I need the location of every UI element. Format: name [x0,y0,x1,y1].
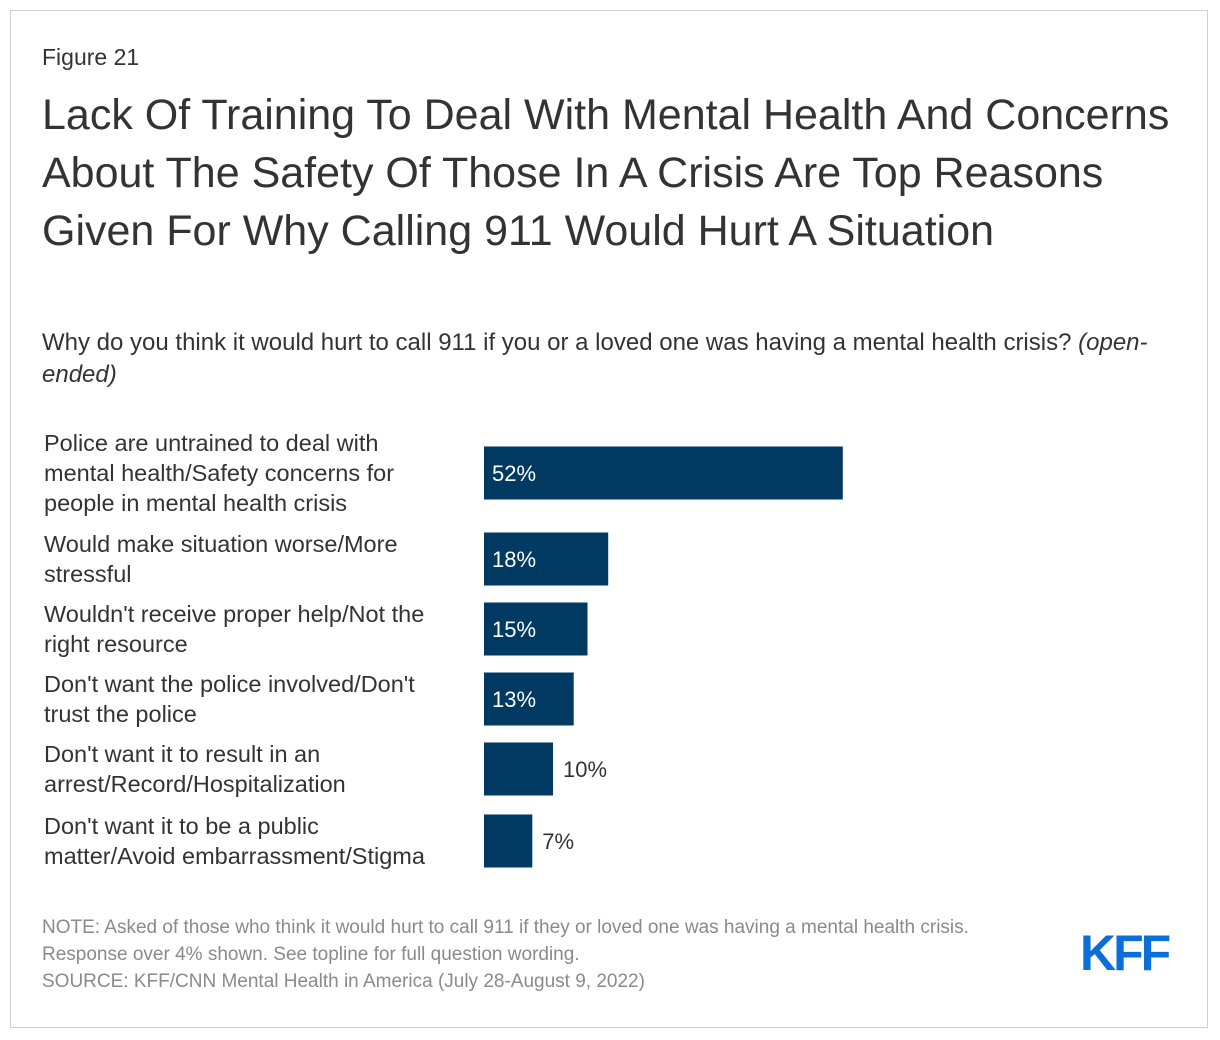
bar [484,602,588,656]
data-label: 18% [492,547,536,572]
category-label-line: arrest/Record/Hospitalization [44,771,346,797]
category-label-line: stressful [44,561,132,587]
chart-title: Lack Of Training To Deal With Mental Hea… [42,91,1170,255]
chart-subtitle: Why do you think it would hurt to call 9… [42,327,1182,391]
note-text: NOTE: Asked of those who think it would … [42,917,969,965]
category-label-line: Wouldn't receive proper help/Not the [44,601,424,627]
data-label: 10% [563,757,607,782]
category-label-line: Don't want the police involved/Don't [44,671,415,697]
kff-logo-text: KFF [1080,928,1170,974]
data-label: 7% [542,829,574,854]
category-label: Don't want it to result in an arrest/Reco… [44,741,346,797]
bar [484,814,533,868]
category-label: Don't want it to be a public matter/Avoid… [44,813,426,869]
data-label: 13% [492,687,536,712]
category-label-line: Would make situation worse/More [44,531,398,557]
chart-footnote: NOTE: Asked of those who think it would … [42,914,1022,995]
category-label-line: Don't want it to be a public [44,813,319,839]
subtitle-question: Why do you think it would hurt to call 9… [42,329,1072,356]
category-label: Don't want the police involved/Don't trus… [44,671,415,727]
category-label-line: trust the police [44,701,197,727]
category-label: Wouldn't receive proper help/Not the righ… [44,601,424,657]
figure-frame [10,10,1208,1028]
bar [484,672,574,726]
source-text: SOURCE: KFF/CNN Mental Health in America… [42,971,645,992]
category-label-line: Police are untrained to deal with [44,430,378,456]
bar [484,446,843,500]
bar [484,532,609,586]
category-label-line: Don't want it to result in an [44,741,320,767]
bar-chart: Police are untrained to deal with mental … [44,430,843,869]
data-label: 52% [492,461,536,486]
category-label-line: mental health/Safety concerns for [44,460,394,486]
category-label: Would make situation worse/More stressful [44,531,398,587]
category-label-line: people in mental health crisis [44,490,347,516]
bar [484,742,553,796]
category-label: Police are untrained to deal with mental … [44,430,394,516]
category-label-line: right resource [44,631,188,657]
kff-logo: KFF [1080,928,1173,974]
subtitle-note: (open-ended) [42,329,1148,388]
data-label: 15% [492,617,536,642]
figure-label: Figure 21 [42,44,140,70]
category-label-line: matter/Avoid embarrassment/Stigma [44,843,426,869]
